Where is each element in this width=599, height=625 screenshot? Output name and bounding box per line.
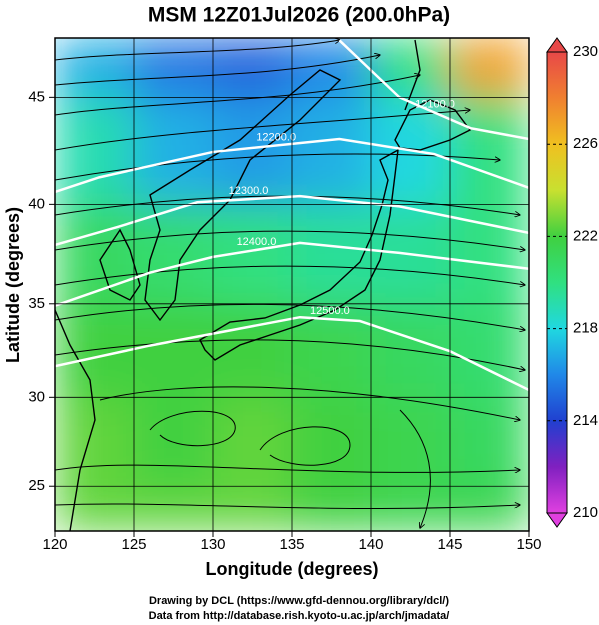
field-cell: [450, 97, 529, 205]
coastline: [404, 39, 421, 111]
field-cell: [55, 38, 135, 98]
streamline: [55, 303, 525, 330]
field-cell: [213, 486, 293, 531]
contour-line: [338, 39, 529, 141]
field-cell: [450, 397, 529, 487]
streamline: [399, 409, 431, 528]
x-tick-label: 135: [279, 536, 304, 553]
streamline: [55, 464, 520, 472]
colorbar-tick-label: 222: [573, 227, 598, 244]
x-tick-label: 130: [200, 536, 225, 553]
streamline: [55, 504, 520, 510]
colorbar-extend: [546, 512, 568, 528]
streamline: [55, 110, 470, 151]
chart-title: MSM 12Z01Jul2026 (200.0hPa): [148, 4, 450, 27]
coastline: [55, 309, 96, 531]
field-cell: [450, 486, 529, 531]
field-cell: [134, 303, 214, 398]
colorbar-scale: [546, 51, 568, 514]
contour-label: 12500.0: [310, 305, 350, 317]
streamline: [55, 265, 525, 285]
x-tick-label: 125: [121, 536, 146, 553]
x-axis-label: Longitude (degrees): [205, 559, 378, 579]
field-cell: [450, 204, 529, 305]
colorbar-tick-label: 214: [573, 412, 598, 429]
y-axis-label: Latitude (degrees): [3, 207, 23, 363]
x-tick-label: 150: [516, 536, 541, 553]
field-cell: [213, 303, 293, 398]
streamline: [55, 75, 420, 116]
y-tick-label: 35: [28, 295, 45, 312]
field-cell: [55, 204, 135, 305]
streamline: [259, 426, 351, 466]
field-cell: [371, 38, 451, 98]
field-cell: [55, 486, 135, 531]
field-cell: [134, 38, 214, 98]
x-tick-label: 120: [42, 536, 67, 553]
colorbar-tick-label: 218: [573, 320, 598, 337]
field-cell: [213, 397, 293, 487]
colorbar-extend: [546, 37, 568, 53]
field-cell: [292, 97, 372, 205]
contour-line: [55, 194, 529, 247]
y-tick-label: 40: [28, 195, 45, 212]
field-cell: [134, 97, 214, 205]
streamline: [55, 40, 340, 61]
credit-note: Drawing by DCL (https://www.gfd-dennou.o…: [149, 595, 449, 607]
field-cell: [134, 486, 214, 531]
x-tick-label: 140: [358, 536, 383, 553]
colorbar-tick-label: 210: [573, 504, 598, 521]
y-tick-label: 30: [28, 388, 45, 405]
coastline: [99, 228, 141, 301]
contour-label: 12400.0: [237, 236, 277, 248]
field-cell: [371, 397, 451, 487]
field-cell: [55, 397, 135, 487]
contour-label: 12300.0: [229, 185, 269, 197]
field-cell: [450, 303, 529, 398]
contour-label: 12200.0: [256, 131, 296, 143]
streamline: [55, 230, 525, 250]
coastline: [144, 69, 342, 322]
y-tick-label: 25: [28, 477, 45, 494]
field-cell: [450, 38, 529, 98]
field-cell: [292, 397, 372, 487]
y-tick-label: 45: [28, 88, 45, 105]
credit-note: Data from http://database.rish.kyoto-u.a…: [149, 610, 450, 622]
field-cell: [371, 303, 451, 398]
colorbar-tick-label: 230: [573, 43, 598, 60]
x-tick-label: 145: [437, 536, 462, 553]
streamline: [99, 386, 520, 420]
coastline: [199, 148, 399, 361]
streamlines: [55, 40, 525, 528]
streamline: [55, 55, 380, 86]
contour-label: 12100.0: [415, 99, 455, 111]
colorbar: 210 214 218 222 226 230: [546, 37, 598, 528]
field-cell: [213, 38, 293, 98]
streamline: [55, 195, 520, 215]
colorbar-tick-label: 226: [573, 135, 598, 152]
streamline: [149, 410, 236, 447]
plot-frame: [54, 37, 530, 532]
streamline: [55, 339, 525, 370]
